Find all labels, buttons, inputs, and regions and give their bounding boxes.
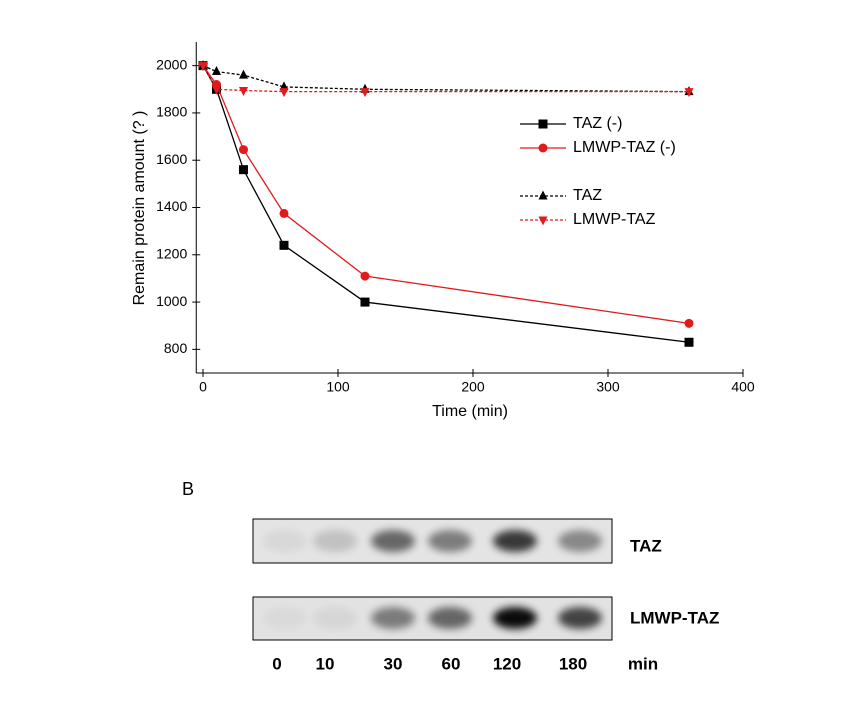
blot-band <box>428 530 472 552</box>
blot-row-label: LMWP-TAZ <box>630 608 719 627</box>
series-line <box>202 65 690 93</box>
legend-marker <box>538 216 548 226</box>
legend-marker <box>538 119 548 129</box>
blot-band <box>371 607 415 629</box>
marker <box>279 240 289 250</box>
series-line <box>202 65 690 343</box>
legend-marker <box>538 143 548 153</box>
panel-label: B <box>182 479 194 499</box>
x-tick-label: 400 <box>731 379 755 395</box>
lane-label: 120 <box>493 654 521 673</box>
y-tick-label: 1600 <box>156 151 187 167</box>
legend-label: TAZ (-) <box>573 115 622 132</box>
unit-label: min <box>628 654 658 673</box>
marker <box>212 85 221 95</box>
marker <box>684 88 694 98</box>
blot-band <box>558 530 602 552</box>
marker <box>239 145 248 155</box>
x-tick-label: 0 <box>199 379 207 395</box>
y-tick-label: 1000 <box>156 293 187 309</box>
blot-band <box>263 607 307 629</box>
y-tick-label: 1800 <box>156 104 187 120</box>
series-line <box>202 65 690 324</box>
blot-band <box>371 530 415 552</box>
y-tick-label: 1200 <box>156 245 187 261</box>
x-tick-label: 100 <box>326 379 350 395</box>
series-line <box>202 65 689 93</box>
legend-label: LMWP-TAZ <box>573 211 656 228</box>
legend-label: LMWP-TAZ (-) <box>573 139 676 156</box>
blot-band <box>428 607 472 629</box>
marker <box>360 297 370 307</box>
lane-label: 60 <box>442 654 461 673</box>
y-tick-label: 1400 <box>156 198 187 214</box>
marker <box>212 66 221 76</box>
marker <box>360 88 370 98</box>
x-tick-label: 300 <box>596 379 620 395</box>
blot-band <box>558 607 602 629</box>
blot-band <box>493 530 537 552</box>
blot-row-label: TAZ <box>630 536 662 555</box>
marker <box>684 337 694 347</box>
marker <box>239 165 248 175</box>
marker <box>279 88 289 98</box>
marker <box>198 62 208 72</box>
blot-bands <box>263 530 602 629</box>
lane-label: 10 <box>316 654 335 673</box>
blot-band <box>313 607 357 629</box>
marker <box>239 69 248 79</box>
lane-label: 180 <box>559 654 587 673</box>
marker <box>684 318 694 328</box>
lane-label: 0 <box>272 654 281 673</box>
legend-marker <box>538 190 548 200</box>
blot-band <box>313 530 357 552</box>
y-axis-title: Remain protein amount (? ) <box>131 111 148 306</box>
legend-label: TAZ <box>573 187 602 204</box>
x-tick-label: 200 <box>461 379 485 395</box>
x-axis-title: Time (min) <box>432 403 508 420</box>
y-tick-label: 800 <box>164 340 188 356</box>
marker <box>239 86 248 96</box>
marker <box>360 271 370 281</box>
blot-band <box>493 607 537 629</box>
blot-band <box>263 530 307 552</box>
marker <box>279 208 289 218</box>
y-tick-label: 2000 <box>156 56 187 72</box>
lane-label: 30 <box>384 654 403 673</box>
